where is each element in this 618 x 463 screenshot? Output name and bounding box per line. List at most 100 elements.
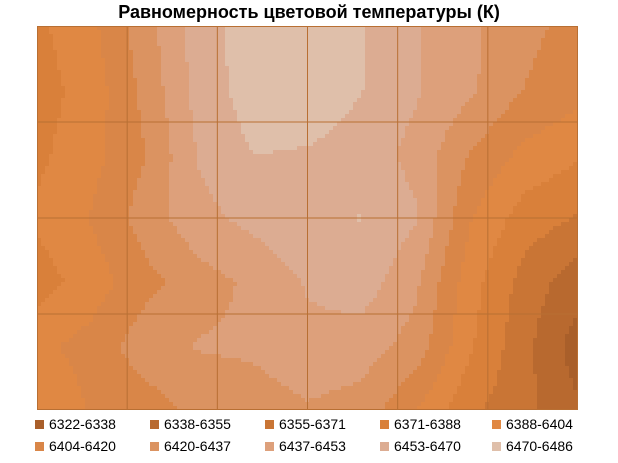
heatmap-cell <box>297 50 302 55</box>
heatmap-cell <box>449 118 454 123</box>
heatmap-cell <box>333 170 338 175</box>
heatmap-cell <box>473 46 478 51</box>
heatmap-cell <box>333 142 338 147</box>
heatmap-cell <box>253 42 258 47</box>
heatmap-cell <box>345 170 350 175</box>
heatmap-cell <box>85 110 90 115</box>
heatmap-cell <box>449 50 454 55</box>
heatmap-cell <box>285 130 290 135</box>
heatmap-cell <box>245 134 250 139</box>
heatmap-cell <box>189 34 194 39</box>
heatmap-cell <box>273 66 278 71</box>
heatmap-cell <box>177 166 182 171</box>
heatmap-cell <box>449 130 454 135</box>
heatmap-cell <box>573 90 578 95</box>
heatmap-cell <box>537 74 542 79</box>
heatmap-cell <box>293 78 298 83</box>
heatmap-cell <box>509 130 514 135</box>
heatmap-cell <box>49 66 54 71</box>
heatmap-cell <box>349 114 354 119</box>
heatmap-cell <box>429 94 434 99</box>
heatmap-cell <box>437 158 442 163</box>
heatmap-cell <box>397 26 402 31</box>
heatmap-cell <box>281 170 286 175</box>
heatmap-cell <box>81 110 86 115</box>
heatmap-cell <box>45 170 50 175</box>
heatmap-cell <box>245 114 250 119</box>
heatmap-cell <box>417 94 422 99</box>
heatmap-cell <box>573 26 578 31</box>
heatmap-cell <box>433 122 438 127</box>
heatmap-cell <box>165 158 170 163</box>
heatmap-cell <box>545 134 550 139</box>
heatmap-cell <box>49 58 54 63</box>
heatmap-cell <box>85 166 90 171</box>
heatmap-cell <box>165 170 170 175</box>
heatmap-cell <box>489 34 494 39</box>
heatmap-cell <box>69 82 74 87</box>
heatmap-cell <box>325 70 330 75</box>
heatmap-cell <box>197 102 202 107</box>
heatmap-cell <box>397 142 402 147</box>
heatmap-cell <box>137 66 142 71</box>
heatmap-cell <box>345 26 350 31</box>
heatmap-cell <box>261 54 266 59</box>
heatmap-cell <box>565 54 570 59</box>
heatmap-cell <box>441 94 446 99</box>
heatmap-cell <box>349 46 354 51</box>
heatmap-cell <box>541 54 546 59</box>
heatmap-cell <box>53 170 58 175</box>
heatmap-cell <box>521 110 526 115</box>
heatmap-cell <box>217 122 222 127</box>
heatmap-cell <box>169 94 174 99</box>
heatmap-cell <box>493 58 498 63</box>
heatmap-cell <box>89 42 94 47</box>
heatmap-cell <box>97 106 102 111</box>
heatmap-cell <box>405 94 410 99</box>
heatmap-cell <box>397 38 402 43</box>
heatmap-cell <box>65 74 70 79</box>
heatmap-cell <box>353 130 358 135</box>
heatmap-cell <box>381 130 386 135</box>
heatmap-cell <box>549 146 554 151</box>
heatmap-cell <box>373 90 378 95</box>
heatmap-cell <box>201 46 206 51</box>
heatmap-cell <box>389 130 394 135</box>
heatmap-cell <box>529 54 534 59</box>
heatmap-cell <box>513 162 518 167</box>
heatmap-cell <box>109 86 114 91</box>
heatmap-cell <box>537 130 542 135</box>
heatmap-cell <box>449 110 454 115</box>
heatmap-cell <box>133 134 138 139</box>
heatmap-cell <box>469 150 474 155</box>
heatmap-cell <box>189 110 194 115</box>
heatmap-cell <box>141 82 146 87</box>
heatmap-cell <box>477 110 482 115</box>
heatmap-cell <box>353 66 358 71</box>
heatmap-cell <box>425 166 430 171</box>
heatmap-cell <box>289 118 294 123</box>
heatmap-cell <box>193 166 198 171</box>
heatmap-cell <box>509 134 514 139</box>
heatmap-cell <box>325 166 330 171</box>
heatmap-cell <box>281 42 286 47</box>
heatmap-cell <box>373 30 378 35</box>
heatmap-cell <box>249 58 254 63</box>
heatmap-cell <box>373 54 378 59</box>
heatmap-cell <box>117 162 122 167</box>
heatmap-cell <box>53 158 58 163</box>
heatmap-cell <box>401 90 406 95</box>
heatmap-cell <box>185 122 190 127</box>
heatmap-cell <box>153 82 158 87</box>
heatmap-cell <box>161 38 166 43</box>
heatmap-cell <box>489 50 494 55</box>
heatmap-cell <box>537 78 542 83</box>
heatmap-cell <box>153 34 158 39</box>
heatmap-cell <box>493 154 498 159</box>
heatmap-cell <box>381 42 386 47</box>
heatmap-cell <box>53 82 58 87</box>
heatmap-cell <box>393 70 398 75</box>
heatmap-cell <box>501 38 506 43</box>
heatmap-cell <box>41 146 46 151</box>
heatmap-cell <box>369 150 374 155</box>
